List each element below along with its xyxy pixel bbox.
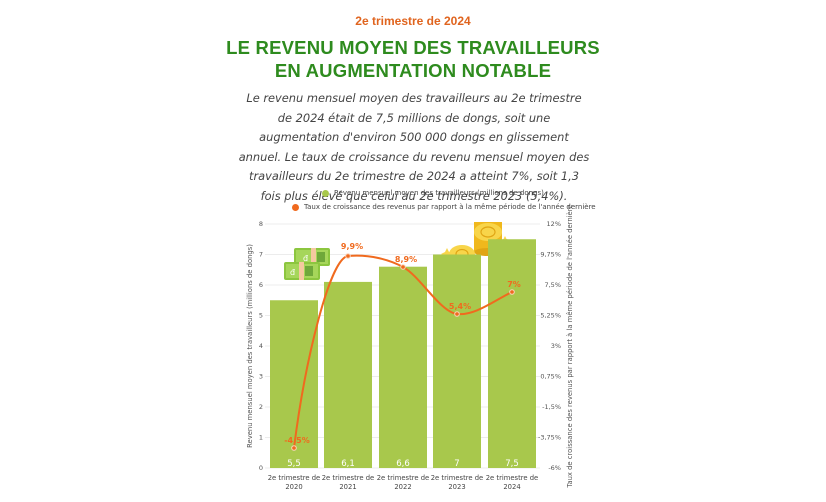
line-point-2024[interactable] — [509, 289, 515, 295]
growth-rate-line — [293, 254, 513, 449]
bar-value: 6,6 — [396, 459, 410, 469]
line-value: -4,5% — [284, 436, 310, 445]
svg-text:đ: đ — [290, 268, 295, 277]
line-points — [291, 253, 515, 451]
ytick: 1 — [259, 434, 263, 442]
ytick-right: -1,5% — [542, 403, 561, 411]
legend-dot-orange-icon — [292, 203, 299, 211]
line-value: 9,9% — [341, 242, 363, 251]
page-title: LE REVENU MOYEN DES TRAVAILLEURS EN AUGM… — [0, 36, 826, 82]
line-point-2020[interactable] — [291, 445, 297, 451]
ytick-right: -3,75% — [538, 434, 561, 442]
line-point-2023[interactable] — [454, 311, 460, 317]
category-label: 2022 — [394, 483, 411, 491]
line-value-labels: -4,5% 9,9% 8,9% 5,4% 7% — [284, 242, 521, 445]
y-axis-title-left: Revenu mensuel moyen des travailleurs (m… — [246, 244, 254, 448]
bar-series — [270, 239, 536, 468]
bar-value: 7,5 — [505, 459, 519, 469]
ytick: 0 — [259, 464, 263, 472]
ytick: 7 — [259, 251, 263, 259]
ytick: 3 — [259, 373, 263, 381]
category-label: 2e trimestre de — [322, 474, 375, 482]
ytick: 2 — [259, 403, 263, 411]
category-label: 2023 — [448, 483, 465, 491]
title-line-2: EN AUGMENTATION NOTABLE — [274, 60, 552, 81]
ytick-right: 0,75% — [540, 373, 561, 381]
legend-label-line: Taux de croissance des revenus par rappo… — [304, 203, 596, 211]
money-bills-icon: đ đ — [284, 248, 330, 280]
bar-2021[interactable] — [324, 281, 372, 468]
legend-item-bar: Revenu mensuel moyen des travailleurs (m… — [322, 189, 544, 197]
bar-value-labels: 5,5 6,1 6,6 7 7,5 — [287, 459, 519, 469]
ytick-right: -6% — [548, 464, 561, 472]
category-label: 2021 — [339, 483, 356, 491]
category-label: 2e trimestre de — [377, 474, 430, 482]
bar-2024[interactable] — [488, 239, 536, 468]
bar-value: 6,1 — [341, 459, 355, 469]
bar-value: 5,5 — [287, 459, 301, 469]
category-label: 2e trimestre de — [268, 474, 321, 482]
ytick-right: 9,75% — [540, 251, 561, 259]
title-line-1: LE REVENU MOYEN DES TRAVAILLEURS — [226, 37, 600, 58]
bar-2020[interactable] — [270, 300, 318, 468]
bar-value: 7 — [454, 459, 459, 469]
category-label: 2024 — [503, 483, 520, 491]
category-label: 2020 — [285, 483, 302, 491]
ytick-right: 5,25% — [540, 312, 561, 320]
bar-2023[interactable] — [433, 254, 481, 469]
category-label: 2e trimestre de — [486, 474, 539, 482]
ytick-right: 7,5% — [544, 281, 561, 289]
ytick: 4 — [259, 342, 263, 350]
line-value: 7% — [507, 280, 521, 289]
description-text: Le revenu mensuel moyen des travailleurs… — [238, 91, 590, 203]
legend-item-line: Taux de croissance des revenus par rappo… — [292, 203, 596, 211]
legend-dot-green-icon — [322, 189, 329, 197]
left-axis-ticks: 0 1 2 3 4 5 6 7 8 — [259, 220, 263, 472]
legend-label-bar: Revenu mensuel moyen des travailleurs (m… — [334, 189, 544, 197]
category-label: 2e trimestre de — [431, 474, 484, 482]
line-point-2021[interactable] — [345, 253, 351, 259]
ytick: 5 — [259, 312, 263, 320]
kicker-subtitle: 2e trimestre de 2024 — [355, 14, 471, 28]
ytick: 8 — [259, 220, 263, 228]
ytick-right: 12% — [547, 220, 561, 228]
svg-text:đ: đ — [303, 254, 308, 263]
ytick: 6 — [259, 281, 263, 289]
right-axis-ticks: -6% -3,75% -1,5% 0,75% 3% 5,25% 7,5% 9,7… — [538, 220, 561, 472]
line-point-2022[interactable] — [400, 264, 406, 270]
y-axis-title-right: Taux de croissance des revenus par rappo… — [566, 204, 574, 488]
x-axis-categories: 2e trimestre de 2020 2e trimestre de 202… — [268, 474, 539, 491]
line-value: 5,4% — [449, 302, 471, 311]
bar-2022[interactable] — [379, 266, 427, 468]
ytick-right: 3% — [551, 342, 561, 350]
line-value: 8,9% — [395, 255, 417, 264]
